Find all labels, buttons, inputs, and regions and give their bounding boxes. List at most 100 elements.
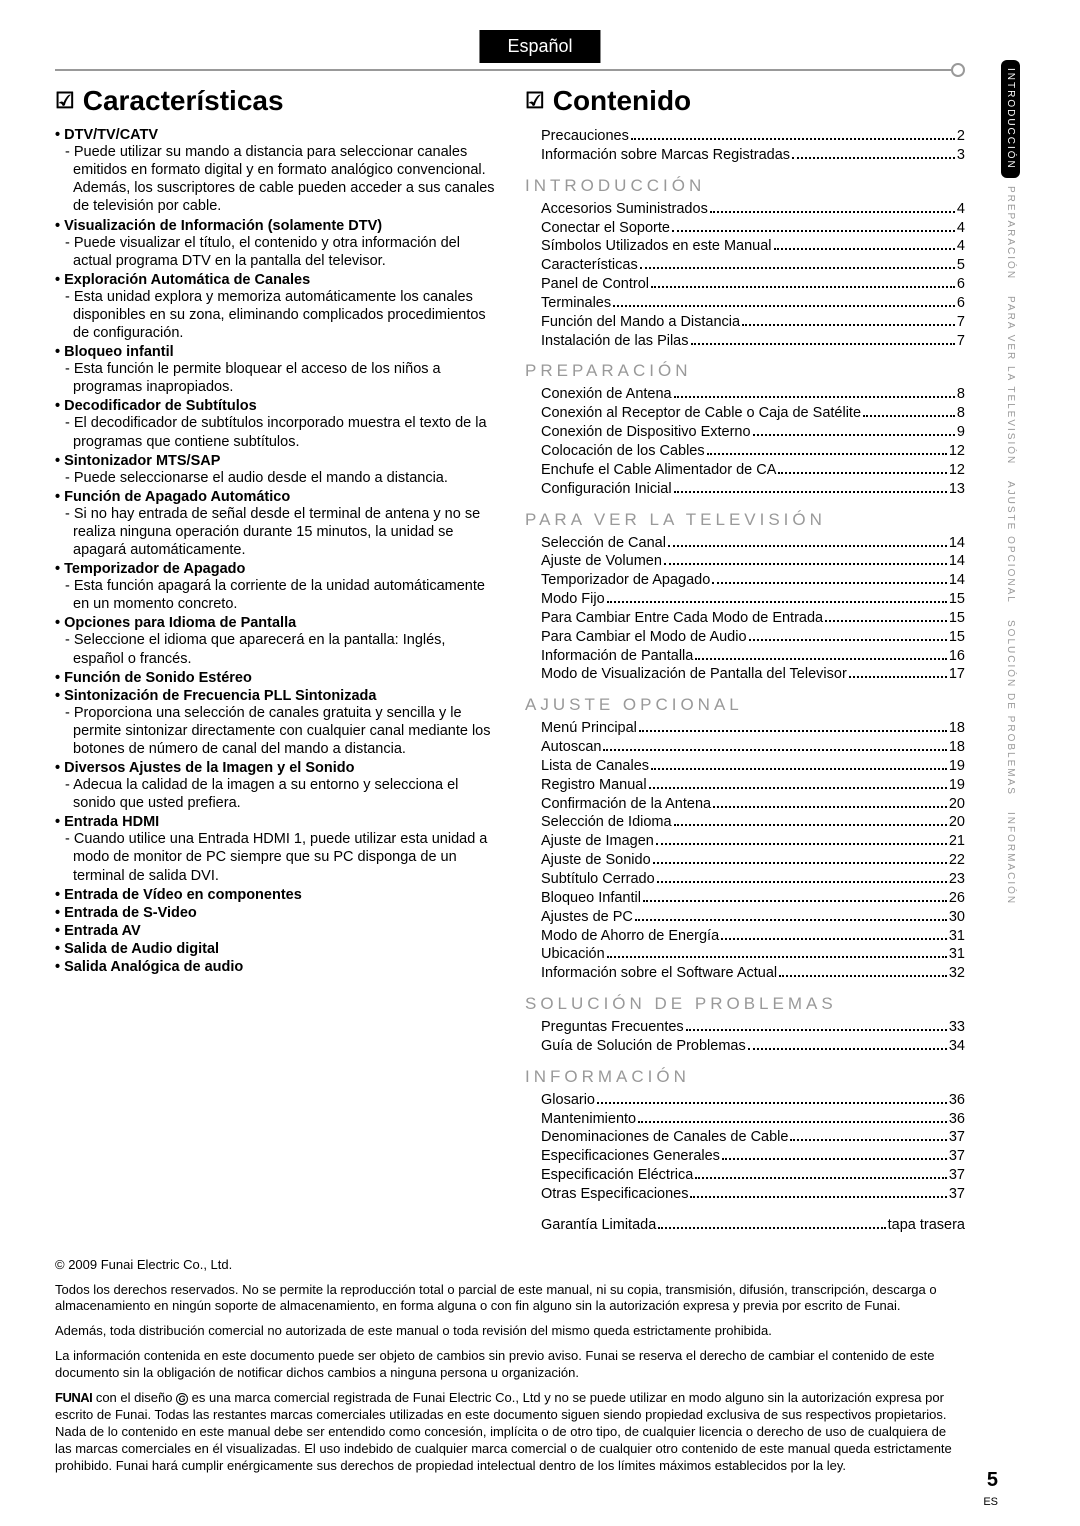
toc-page: 14 — [949, 552, 965, 571]
feature-head: Función de Apagado Automático — [55, 489, 495, 505]
toc-label: Lista de Canales — [541, 757, 649, 776]
toc-row: Enchufe el Cable Alimentador de CA 12 — [525, 461, 965, 480]
feature-desc: Si no hay entrada de señal desde el term… — [55, 505, 495, 559]
toc-page: 12 — [949, 442, 965, 461]
toc-dots — [690, 1196, 946, 1198]
toc-page: 37 — [949, 1185, 965, 1204]
toc-dots — [712, 582, 947, 584]
toc-label: Selección de Canal — [541, 534, 666, 553]
toc-row: Conexión de Dispositivo Externo9 — [525, 423, 965, 442]
feature-head: Sintonización de Frecuencia PLL Sintoniz… — [55, 688, 495, 704]
feature-head: Temporizador de Apagado — [55, 561, 495, 577]
feature-desc: Puede utilizar su mando a distancia para… — [55, 143, 495, 216]
toc-dots — [695, 658, 947, 660]
toc-label: Autoscan — [541, 738, 601, 757]
toc-page: 15 — [949, 609, 965, 628]
toc-column: ☑ Contenido Precauciones2Información sob… — [525, 85, 965, 1235]
feature-desc: Cuando utilice una Entrada HDMI 1, puede… — [55, 830, 495, 884]
toc-page: 14 — [949, 571, 965, 590]
toc-page: 31 — [949, 927, 965, 946]
toc-row: Registro Manual19 — [525, 776, 965, 795]
toc-row: Temporizador de Apagado 14 — [525, 571, 965, 590]
toc-row: Garantía Limitadatapa trasera — [525, 1216, 965, 1235]
toc-label: Información sobre Marcas Registradas — [541, 146, 790, 165]
toc-label: Características — [541, 256, 638, 275]
header-rule — [55, 63, 965, 77]
toc-dots — [695, 1177, 947, 1179]
toc-section-head: SOLUCIÓN DE PROBLEMAS — [525, 994, 965, 1014]
toc-page: 37 — [949, 1147, 965, 1166]
toc-label: Temporizador de Apagado — [541, 571, 710, 590]
feature-item: Entrada AV — [55, 923, 495, 939]
toc-page: 3 — [957, 146, 965, 165]
feature-desc: Puede visualizar el título, el contenido… — [55, 234, 495, 270]
toc-label: Enchufe el Cable Alimentador de CA — [541, 461, 776, 480]
toc-page: 7 — [957, 313, 965, 332]
side-tab: PARA VER LA TELEVISIÓN — [1001, 288, 1020, 473]
toc-page: 36 — [949, 1091, 965, 1110]
toc-label: Información de Pantalla — [541, 647, 693, 666]
toc-row: Conexión al Receptor de Cable o Caja de … — [525, 404, 965, 423]
toc-row: Ajuste de Volumen14 — [525, 552, 965, 571]
toc-row: Ajuste de Sonido22 — [525, 851, 965, 870]
feature-head: Sintonizador MTS/SAP — [55, 453, 495, 469]
toc-row: Ubicación31 — [525, 945, 965, 964]
feature-item: DTV/TV/CATVPuede utilizar su mando a dis… — [55, 127, 495, 216]
toc-page: 37 — [949, 1166, 965, 1185]
toc-dots — [778, 472, 946, 474]
toc-label: Para Cambiar Entre Cada Modo de Entrada — [541, 609, 823, 628]
toc-page: 37 — [949, 1128, 965, 1147]
toc-page: 36 — [949, 1110, 965, 1129]
toc-label: Configuración Inicial — [541, 480, 672, 499]
toc-dots — [656, 843, 947, 845]
toc-page: 31 — [949, 945, 965, 964]
toc-page: 13 — [949, 480, 965, 499]
toc-row: Glosario36 — [525, 1091, 965, 1110]
page-number: 5 — [987, 1469, 998, 1492]
toc-dots — [686, 1029, 947, 1031]
toc-label: Mantenimiento — [541, 1110, 636, 1129]
side-tab: SOLUCIÓN DE PROBLEMAS — [1001, 612, 1020, 804]
feature-item: Función de Sonido Estéreo — [55, 670, 495, 686]
feature-head: Visualización de Información (solamente … — [55, 218, 495, 234]
toc-row: Subtítulo Cerrado23 — [525, 870, 965, 889]
toc-label: Modo de Visualización de Pantalla del Te… — [541, 665, 847, 684]
features-column: ☑ Características DTV/TV/CATVPuede utili… — [55, 85, 495, 1235]
toc-label: Conexión al Receptor de Cable o Caja de … — [541, 404, 861, 423]
toc-row: Ajuste de Imagen21 — [525, 832, 965, 851]
toc-dots — [638, 1121, 947, 1123]
toc-page: 4 — [957, 237, 965, 256]
toc-row: Conexión de Antena8 — [525, 385, 965, 404]
toc-page: 32 — [949, 964, 965, 983]
toc-row: Configuración Inicial 13 — [525, 480, 965, 499]
toc-label: Colocación de los Cables — [541, 442, 705, 461]
funai-logo: FUNAI — [55, 1390, 92, 1405]
footer-para: La información contenida en este documen… — [55, 1348, 965, 1382]
toc-dots — [825, 620, 947, 622]
toc-dots — [779, 975, 947, 977]
toc-section-head: AJUSTE OPCIONAL — [525, 695, 965, 715]
toc-dots — [753, 434, 955, 436]
toc-row: Bloqueo Infantil26 — [525, 889, 965, 908]
toc-page: 23 — [949, 870, 965, 889]
check-icon: ☑ — [525, 88, 545, 114]
toc-label: Registro Manual — [541, 776, 647, 795]
toc-row: Especificación Eléctrica37 — [525, 1166, 965, 1185]
toc-dots — [674, 491, 947, 493]
toc-dots — [631, 138, 955, 140]
toc-dots — [849, 676, 947, 678]
toc-page: 34 — [949, 1037, 965, 1056]
toc-dots — [597, 1102, 947, 1104]
toc-row: Información sobre Marcas Registradas 3 — [525, 146, 965, 165]
toc-dots — [748, 1048, 947, 1050]
feature-item: Salida Analógica de audio — [55, 959, 495, 975]
toc-row: Accesorios Suministrados4 — [525, 200, 965, 219]
feature-item: Sintonización de Frecuencia PLL Sintoniz… — [55, 688, 495, 758]
toc-label: Confirmación de la Antena — [541, 795, 711, 814]
toc-title: ☑ Contenido — [525, 85, 965, 117]
toc-label: Símbolos Utilizados en este Manual — [541, 237, 772, 256]
toc-page: 12 — [949, 461, 965, 480]
toc-dots — [691, 343, 955, 345]
toc-page: 16 — [949, 647, 965, 666]
toc-page: 18 — [949, 738, 965, 757]
